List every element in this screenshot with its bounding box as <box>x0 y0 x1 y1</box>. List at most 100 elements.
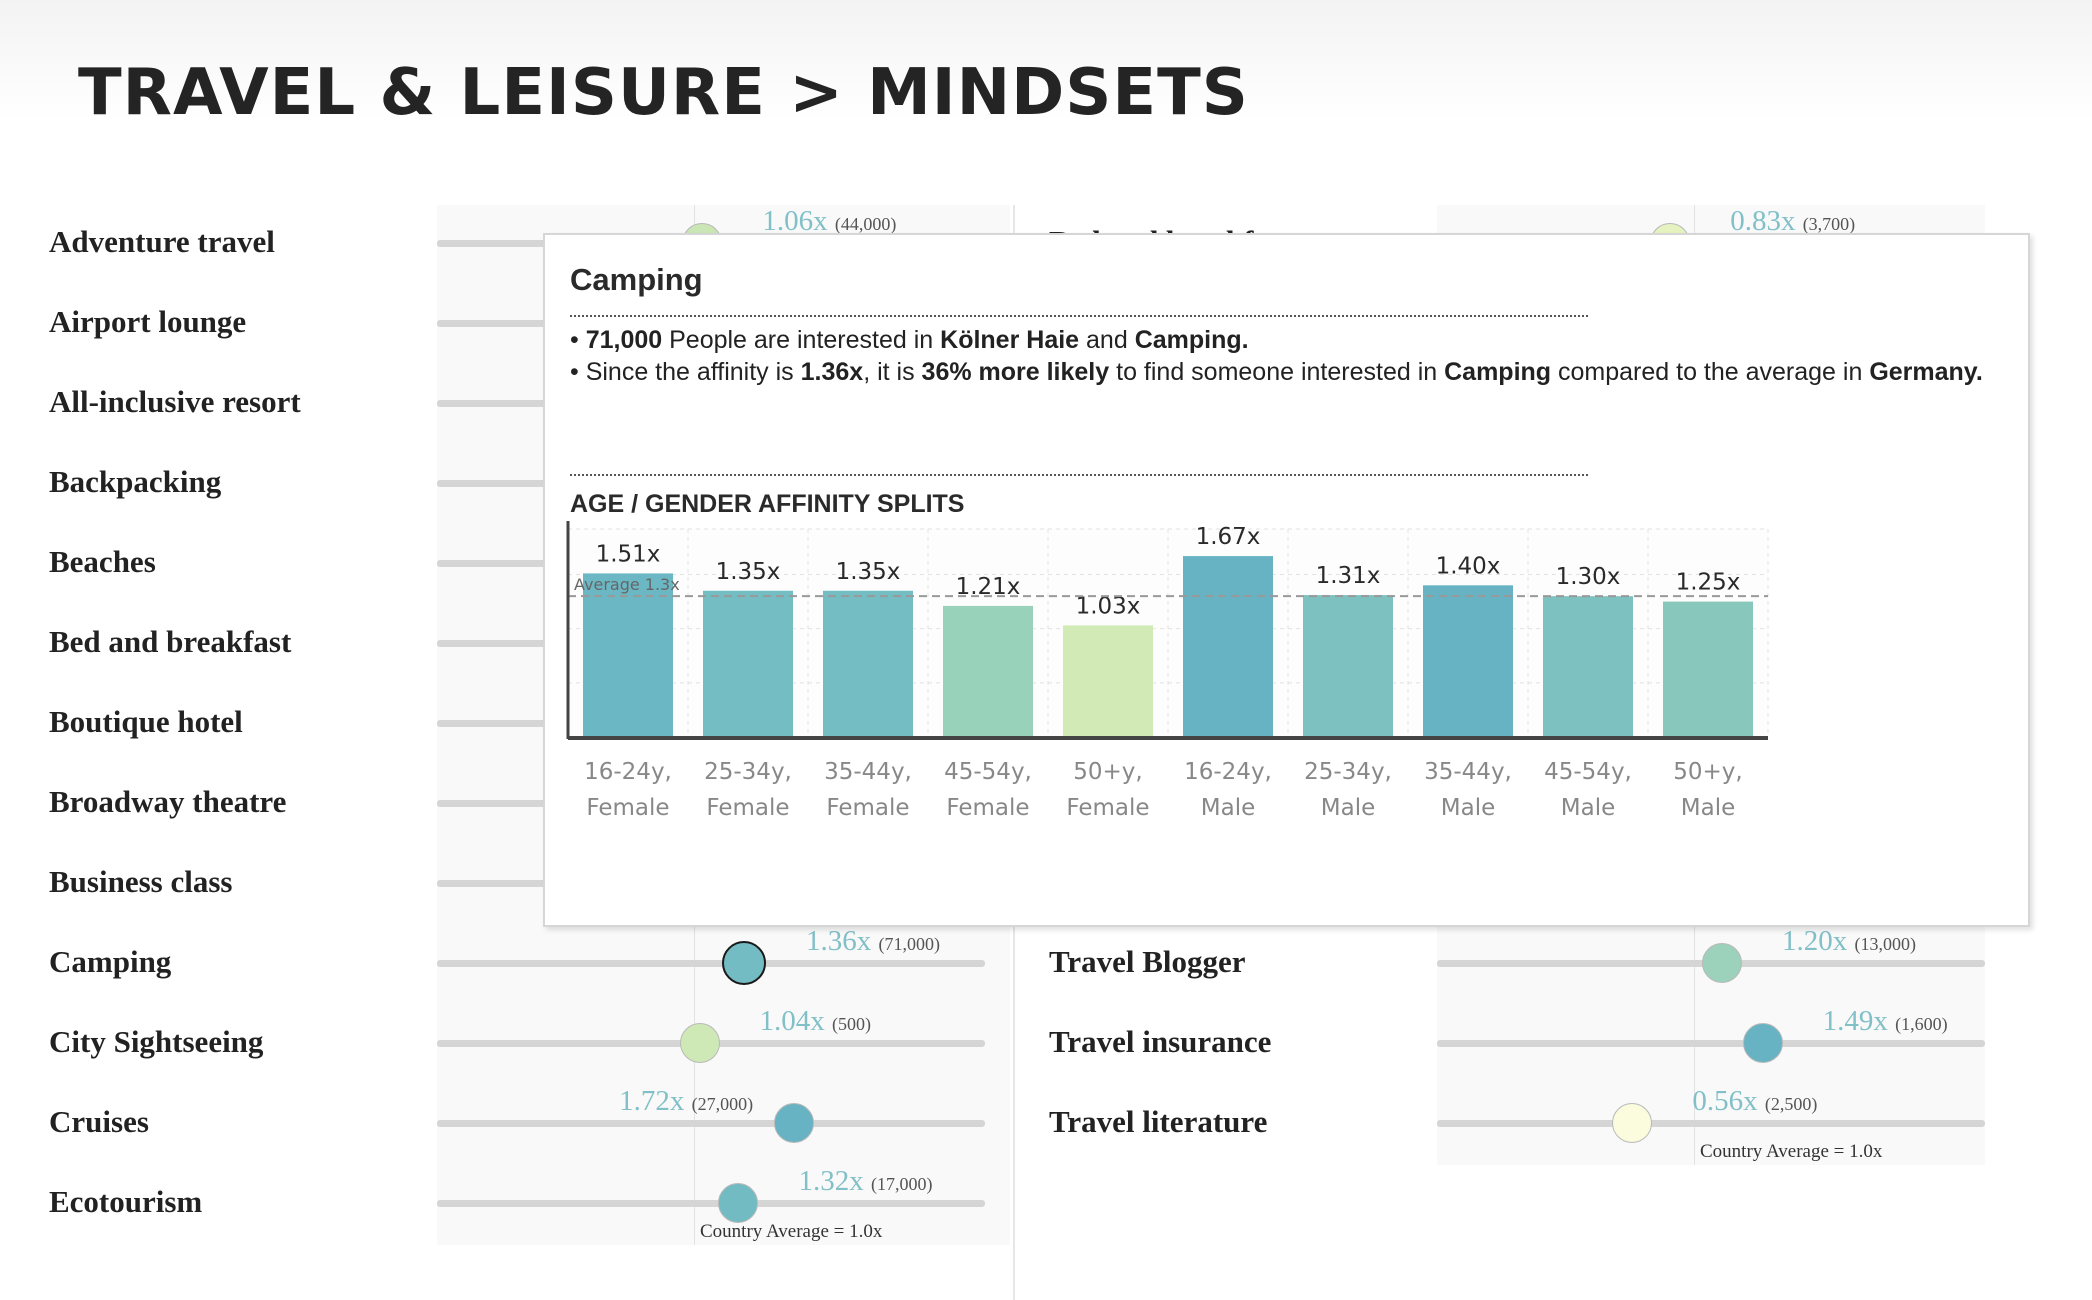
affinity-value-text: 1.32x <box>798 1165 864 1197</box>
affinity-count: (1,600) <box>1895 1014 1948 1034</box>
affinity-count: (71,000) <box>878 934 941 954</box>
chart-category-label: Female <box>706 795 789 821</box>
tooltip-title: Camping <box>570 262 703 297</box>
row-label-business-class[interactable]: Business class <box>49 864 233 899</box>
tooltip-interest: Kölner Haie <box>940 326 1080 354</box>
chart-category-label: 50+y, <box>1073 759 1142 785</box>
chart-bar <box>1423 585 1513 737</box>
chart-data-label: 1.31x <box>1316 563 1381 589</box>
chart-category-label: Male <box>1201 795 1255 821</box>
affinity-count: (44,000) <box>834 214 897 234</box>
affinity-marker[interactable] <box>679 1023 720 1063</box>
affinity-value: 1.32x (17,000) <box>798 1165 932 1198</box>
chart-category-label: Male <box>1321 795 1375 821</box>
chart-bar <box>583 573 673 737</box>
chart-category-label: Male <box>1441 795 1495 821</box>
affinity-track <box>1437 1120 1985 1127</box>
chart-data-label: 1.67x <box>1196 524 1261 550</box>
chart-data-label: 1.03x <box>1076 593 1141 619</box>
tooltip-likelihood: 36% more likely <box>921 358 1110 386</box>
row-label-backpacking[interactable]: Backpacking <box>49 464 222 499</box>
chart-category-label: Male <box>1561 795 1615 821</box>
tooltip-text: compared to the average in <box>1551 358 1870 386</box>
chart-category-label: 45-54y, <box>944 759 1032 785</box>
chart-bar <box>1663 601 1753 737</box>
chart-bar <box>1303 595 1393 737</box>
chart-data-label: 1.51x <box>596 541 661 567</box>
row-label-all-inclusive-resort[interactable]: All-inclusive resort <box>49 384 301 419</box>
chart-bar <box>943 605 1033 737</box>
chart-category-label: 25-34y, <box>1304 759 1392 785</box>
affinity-track <box>1437 1040 1985 1047</box>
chart-title: AGE / GENDER AFFINITY SPLITS <box>570 490 965 518</box>
affinity-value: 1.72x (27,000) <box>619 1085 753 1118</box>
tooltip-text: Since the affinity is <box>585 358 801 386</box>
row-label-boutique-hotel[interactable]: Boutique hotel <box>49 704 243 739</box>
row-label-cruises[interactable]: Cruises <box>49 1104 149 1139</box>
camping-tooltip: Camping • 71,000 People are interested i… <box>543 233 2030 927</box>
chart-category-label: Male <box>1681 795 1735 821</box>
affinity-value: 1.36x (71,000) <box>806 925 940 958</box>
affinity-value-text: 1.04x <box>759 1005 825 1037</box>
chart-average-label: Average 1.3x <box>574 575 680 594</box>
right-country-average-label: Country Average = 1.0x <box>1700 1141 1883 1162</box>
affinity-value-text: 1.20x <box>1782 925 1848 957</box>
chart-category-label: 35-44y, <box>824 759 912 785</box>
chart-category-label: 45-54y, <box>1544 759 1632 785</box>
chart-category-label: 50+y, <box>1673 759 1742 785</box>
affinity-count: (27,000) <box>691 1094 754 1114</box>
affinity-value-text: 0.83x <box>1730 205 1796 237</box>
affinity-value-text: 0.56x <box>1692 1085 1758 1117</box>
tooltip-text: to find someone interested in <box>1109 358 1445 386</box>
tooltip-divider-top <box>570 315 1588 317</box>
affinity-count: (500) <box>832 1014 872 1034</box>
affinity-value-text: 1.49x <box>1822 1005 1888 1037</box>
affinity-marker[interactable] <box>722 941 767 985</box>
tooltip-topic: Camping. <box>1134 326 1249 354</box>
row-label-camping[interactable]: Camping <box>49 944 172 979</box>
chart-bar <box>1543 596 1633 737</box>
tooltip-divider-bottom <box>570 474 1588 476</box>
affinity-value: 0.56x (2,500) <box>1692 1085 1817 1118</box>
row-label-travel-blogger[interactable]: Travel Blogger <box>1049 944 1246 979</box>
chart-category-label: Female <box>826 795 909 821</box>
row-label-airport-lounge[interactable]: Airport lounge <box>49 304 247 339</box>
row-label-travel-insurance[interactable]: Travel insurance <box>1049 1024 1272 1059</box>
affinity-marker[interactable] <box>718 1183 759 1223</box>
row-label-broadway-theatre[interactable]: Broadway theatre <box>49 784 287 819</box>
affinity-track <box>437 960 985 967</box>
affinity-marker[interactable] <box>1612 1103 1653 1143</box>
affinity-track <box>437 1120 985 1127</box>
row-label-beaches[interactable]: Beaches <box>49 544 156 579</box>
tooltip-line-affinity: • Since the affinity is 1.36x, it is 36%… <box>570 358 1983 386</box>
chart-bar <box>823 590 913 737</box>
affinity-value-text: 1.06x <box>762 205 828 237</box>
row-label-adventure-travel[interactable]: Adventure travel <box>49 224 275 259</box>
chart-data-label: 1.40x <box>1436 553 1501 579</box>
affinity-value: 0.83x (3,700) <box>1730 205 1855 238</box>
row-label-bed-and-breakfast[interactable]: Bed and breakfast <box>49 624 292 659</box>
row-label-ecotourism[interactable]: Ecotourism <box>49 1184 203 1219</box>
tooltip-topic: Camping <box>1444 358 1552 386</box>
page-title: TRAVEL & LEISURE > MINDSETS <box>78 56 1249 130</box>
tooltip-text: , it is <box>863 358 922 386</box>
chart-data-label: 1.25x <box>1676 570 1741 596</box>
affinity-marker[interactable] <box>1702 943 1742 983</box>
affinity-marker[interactable] <box>1742 1023 1783 1063</box>
header-band <box>0 0 2092 120</box>
row-label-travel-literature[interactable]: Travel literature <box>1049 1104 1268 1139</box>
affinity-value: 1.20x (13,000) <box>1782 925 1916 958</box>
chart-category-label: 16-24y, <box>1184 759 1272 785</box>
tooltip-text: People are interested in <box>662 326 941 354</box>
left-country-average-label: Country Average = 1.0x <box>700 1221 883 1242</box>
affinity-count: (2,500) <box>1764 1094 1818 1114</box>
affinity-value: 1.06x (44,000) <box>762 205 896 238</box>
affinity-count: (3,700) <box>1802 214 1856 234</box>
chart-bar <box>703 590 793 737</box>
row-label-city-sightseeing[interactable]: City Sightseeing <box>49 1024 264 1059</box>
affinity-value-text: 1.72x <box>619 1085 685 1117</box>
tooltip-affinity: 1.36x <box>800 358 864 386</box>
chart-data-label: 1.35x <box>716 559 781 585</box>
tooltip-text: and <box>1079 326 1135 354</box>
affinity-marker[interactable] <box>774 1103 815 1143</box>
